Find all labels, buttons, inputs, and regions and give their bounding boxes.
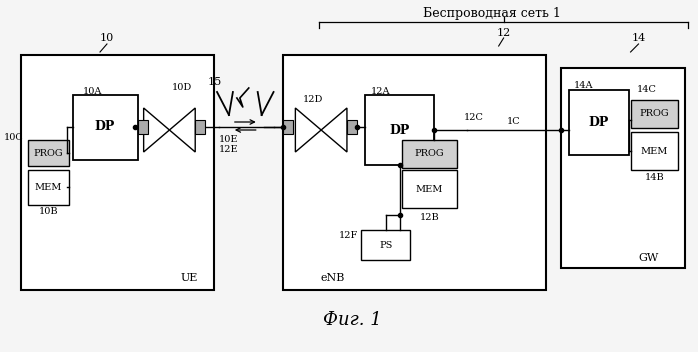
- Text: MEM: MEM: [641, 146, 668, 156]
- Text: eNB: eNB: [321, 273, 346, 283]
- Bar: [361, 230, 410, 260]
- Bar: [365, 95, 434, 165]
- Polygon shape: [295, 108, 321, 152]
- Text: PROG: PROG: [415, 150, 444, 158]
- Text: MEM: MEM: [415, 184, 443, 194]
- Text: 1C: 1C: [507, 118, 520, 126]
- Text: DP: DP: [588, 115, 609, 128]
- Text: PS: PS: [379, 240, 392, 250]
- Text: Фиг. 1: Фиг. 1: [322, 311, 381, 329]
- Text: 14: 14: [632, 33, 646, 43]
- Text: 15: 15: [208, 77, 222, 87]
- Text: 14B: 14B: [644, 174, 664, 182]
- Text: PROG: PROG: [639, 109, 669, 119]
- Bar: [403, 170, 457, 208]
- Text: GW: GW: [638, 253, 658, 263]
- Polygon shape: [321, 108, 347, 152]
- Text: 10B: 10B: [38, 207, 58, 216]
- Bar: [28, 170, 69, 205]
- Text: Беспроводная сеть 1: Беспроводная сеть 1: [423, 6, 560, 19]
- Text: 12: 12: [496, 28, 511, 38]
- Text: 10A: 10A: [83, 87, 103, 95]
- Text: 12A: 12A: [371, 87, 390, 95]
- Text: 10: 10: [100, 33, 114, 43]
- Text: 10C: 10C: [4, 132, 24, 142]
- Text: 12E: 12E: [219, 145, 239, 155]
- Bar: [403, 140, 457, 168]
- Text: UE: UE: [181, 273, 198, 283]
- Bar: [21, 55, 214, 290]
- Text: 10D: 10D: [172, 83, 193, 93]
- Polygon shape: [170, 108, 195, 152]
- Bar: [561, 68, 685, 268]
- Bar: [73, 95, 138, 160]
- Bar: [138, 120, 147, 134]
- Bar: [283, 120, 293, 134]
- Text: MEM: MEM: [35, 182, 62, 191]
- Bar: [630, 100, 678, 128]
- Text: 12F: 12F: [339, 231, 358, 239]
- Text: 14A: 14A: [574, 82, 593, 90]
- Bar: [347, 120, 357, 134]
- Bar: [569, 90, 629, 155]
- Bar: [630, 132, 678, 170]
- Text: DP: DP: [389, 124, 410, 137]
- Polygon shape: [144, 108, 170, 152]
- Bar: [283, 55, 547, 290]
- Text: 12D: 12D: [303, 95, 323, 105]
- Text: 12C: 12C: [464, 113, 484, 122]
- Text: PROG: PROG: [34, 149, 64, 157]
- Text: 14C: 14C: [637, 86, 656, 94]
- Text: DP: DP: [95, 120, 115, 133]
- Text: 12B: 12B: [419, 213, 439, 221]
- Bar: [28, 140, 69, 166]
- Bar: [195, 120, 205, 134]
- Text: 10E: 10E: [219, 136, 239, 145]
